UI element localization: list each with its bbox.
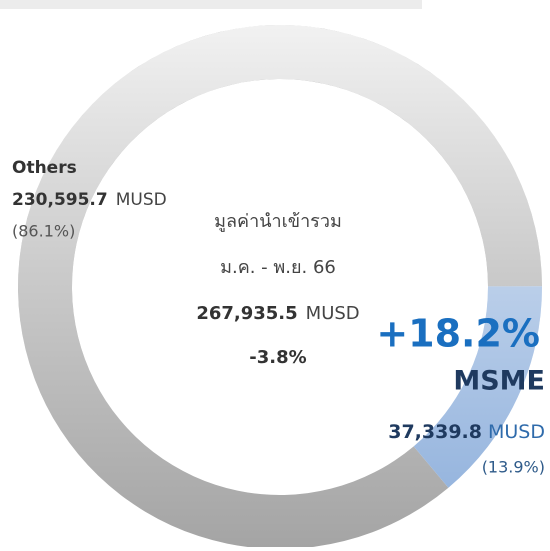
center-period: ม.ค. - พ.ย. 66 (220, 257, 336, 278)
msme-share: (13.9%) (482, 458, 545, 477)
total-number: 267,935.5 (196, 303, 297, 324)
sheen (17, 24, 542, 550)
center-title: มูลค่านำเข้ารวม (214, 211, 342, 232)
unit: MUSD (306, 303, 360, 324)
others-number: 230,595.7 (12, 190, 108, 210)
msme-value: 37,339.8 MUSD (388, 421, 545, 443)
top-bar (0, 0, 422, 9)
unit: MUSD (116, 190, 167, 210)
unit: MUSD (488, 421, 545, 443)
labels: Others 230,595.7 MUSD (86.1%) มูลค่านำเข้… (12, 158, 545, 477)
msme-growth: +18.2% (376, 312, 540, 356)
donut (17, 24, 542, 550)
others-share: (86.1%) (12, 222, 75, 241)
others-value: 230,595.7 MUSD (12, 190, 167, 210)
msme-number: 37,339.8 (388, 421, 482, 443)
msme-label: MSME (453, 366, 545, 397)
center-change: -3.8% (249, 347, 306, 368)
others-label: Others (12, 158, 77, 178)
center-total: 267,935.5 MUSD (196, 303, 359, 324)
